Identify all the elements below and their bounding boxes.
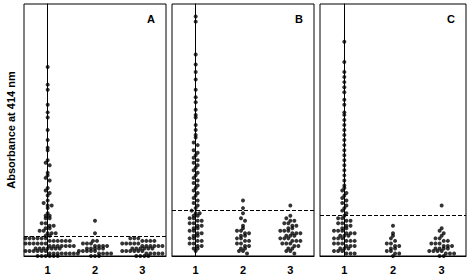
svg-text:1: 1	[341, 264, 347, 276]
svg-text:2: 2	[92, 264, 98, 276]
svg-text:1: 1	[193, 264, 199, 276]
svg-text:C: C	[447, 13, 455, 25]
svg-text:A: A	[147, 13, 155, 25]
svg-text:3: 3	[287, 264, 293, 276]
svg-text:2: 2	[390, 264, 396, 276]
svg-text:B: B	[295, 13, 303, 25]
svg-text:Absorbance at 414 nm: Absorbance at 414 nm	[5, 71, 17, 189]
svg-text:1: 1	[45, 264, 51, 276]
svg-text:2: 2	[240, 264, 246, 276]
svg-text:3: 3	[439, 264, 445, 276]
svg-text:3: 3	[139, 264, 145, 276]
